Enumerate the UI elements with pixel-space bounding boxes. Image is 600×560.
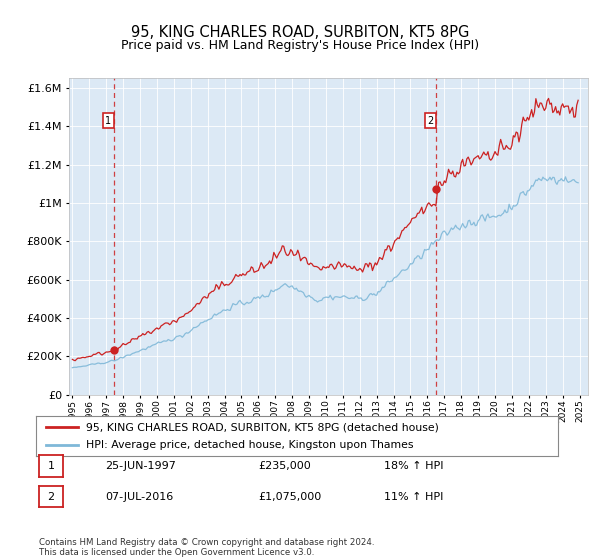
Text: 95, KING CHARLES ROAD, SURBITON, KT5 8PG (detached house): 95, KING CHARLES ROAD, SURBITON, KT5 8PG… bbox=[86, 422, 439, 432]
Text: 1: 1 bbox=[106, 115, 112, 125]
Text: 07-JUL-2016: 07-JUL-2016 bbox=[105, 492, 173, 502]
Text: 25-JUN-1997: 25-JUN-1997 bbox=[105, 461, 176, 471]
Text: 18% ↑ HPI: 18% ↑ HPI bbox=[384, 461, 443, 471]
Text: 2: 2 bbox=[427, 115, 433, 125]
Text: 1: 1 bbox=[47, 461, 55, 471]
Text: HPI: Average price, detached house, Kingston upon Thames: HPI: Average price, detached house, King… bbox=[86, 440, 413, 450]
Text: 2: 2 bbox=[47, 492, 55, 502]
Text: Price paid vs. HM Land Registry's House Price Index (HPI): Price paid vs. HM Land Registry's House … bbox=[121, 39, 479, 52]
Text: £235,000: £235,000 bbox=[258, 461, 311, 471]
Text: £1,075,000: £1,075,000 bbox=[258, 492, 321, 502]
Text: 11% ↑ HPI: 11% ↑ HPI bbox=[384, 492, 443, 502]
Text: Contains HM Land Registry data © Crown copyright and database right 2024.
This d: Contains HM Land Registry data © Crown c… bbox=[39, 538, 374, 557]
Text: 95, KING CHARLES ROAD, SURBITON, KT5 8PG: 95, KING CHARLES ROAD, SURBITON, KT5 8PG bbox=[131, 25, 469, 40]
